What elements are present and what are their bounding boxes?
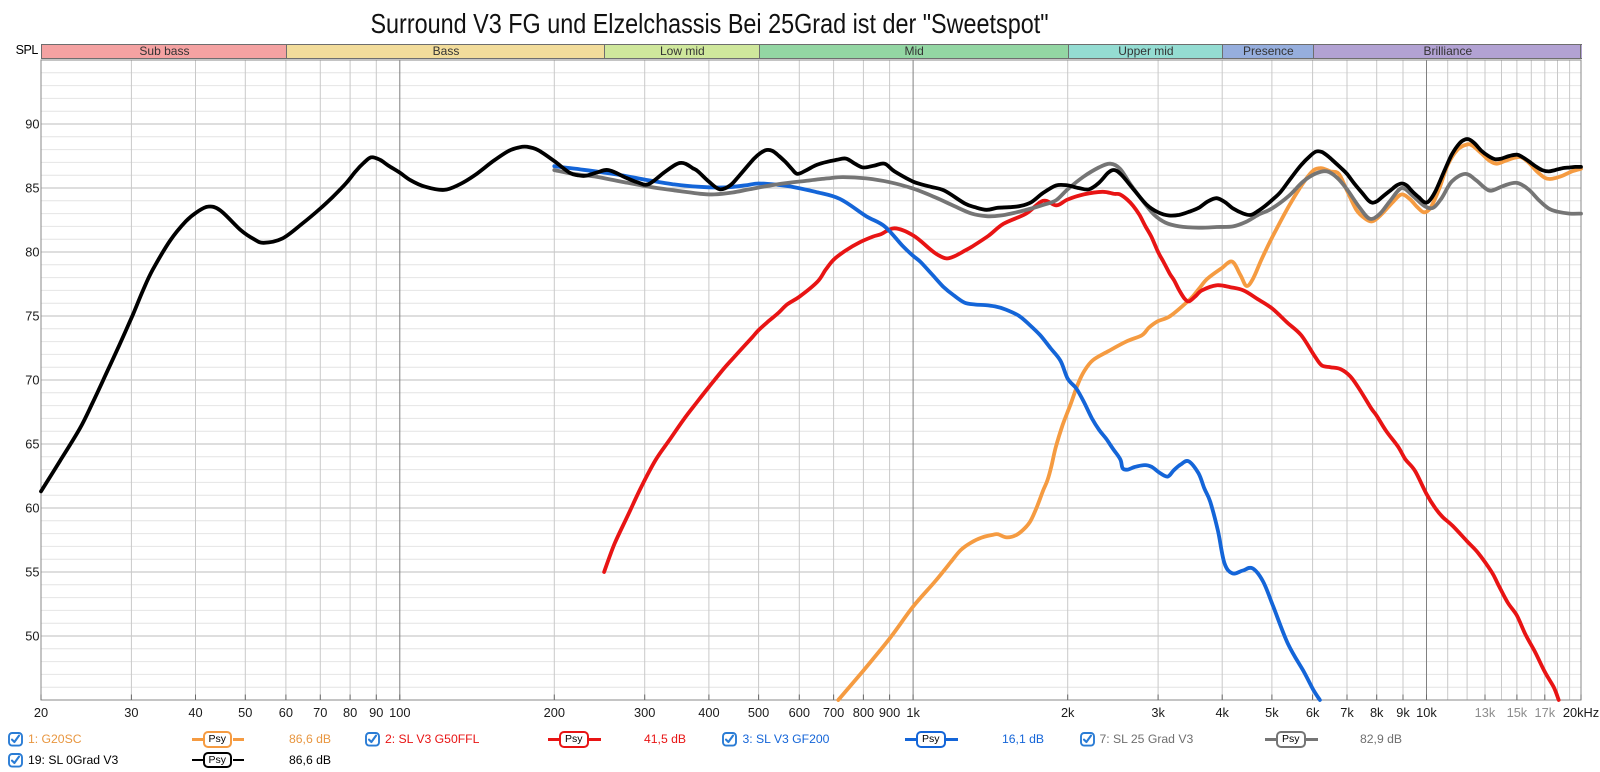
svg-text:200: 200 [544, 705, 565, 720]
svg-text:8k: 8k [1370, 705, 1384, 720]
svg-text:60: 60 [279, 705, 293, 720]
svg-text:900: 900 [879, 705, 900, 720]
svg-text:7k: 7k [1340, 705, 1354, 720]
svg-text:13k: 13k [1475, 705, 1496, 720]
svg-text:40: 40 [188, 705, 202, 720]
svg-text:600: 600 [789, 705, 810, 720]
svg-text:5k: 5k [1265, 705, 1279, 720]
svg-text:80: 80 [25, 245, 39, 260]
svg-text:700: 700 [823, 705, 844, 720]
svg-text:55: 55 [25, 565, 39, 580]
svg-text:800: 800 [853, 705, 874, 720]
svg-text:85: 85 [25, 181, 39, 196]
svg-text:20kHz: 20kHz [1563, 705, 1599, 720]
svg-text:90: 90 [25, 117, 39, 132]
svg-text:65: 65 [25, 437, 39, 452]
svg-text:17k: 17k [1534, 705, 1555, 720]
svg-text:60: 60 [25, 501, 39, 516]
svg-text:100: 100 [389, 705, 410, 720]
svg-text:3k: 3k [1151, 705, 1165, 720]
svg-text:300: 300 [634, 705, 655, 720]
svg-text:15k: 15k [1507, 705, 1528, 720]
svg-text:20: 20 [34, 705, 48, 720]
svg-text:50: 50 [238, 705, 252, 720]
svg-text:50: 50 [25, 629, 39, 644]
svg-text:6k: 6k [1306, 705, 1320, 720]
svg-text:2k: 2k [1061, 705, 1075, 720]
svg-text:70: 70 [25, 373, 39, 388]
svg-text:10k: 10k [1416, 705, 1437, 720]
svg-text:1k: 1k [906, 705, 920, 720]
svg-text:70: 70 [313, 705, 327, 720]
svg-text:80: 80 [343, 705, 357, 720]
svg-text:400: 400 [698, 705, 719, 720]
svg-text:9k: 9k [1396, 705, 1410, 720]
svg-text:500: 500 [748, 705, 769, 720]
svg-text:75: 75 [25, 309, 39, 324]
svg-text:90: 90 [369, 705, 383, 720]
svg-text:30: 30 [124, 705, 138, 720]
svg-text:4k: 4k [1215, 705, 1229, 720]
